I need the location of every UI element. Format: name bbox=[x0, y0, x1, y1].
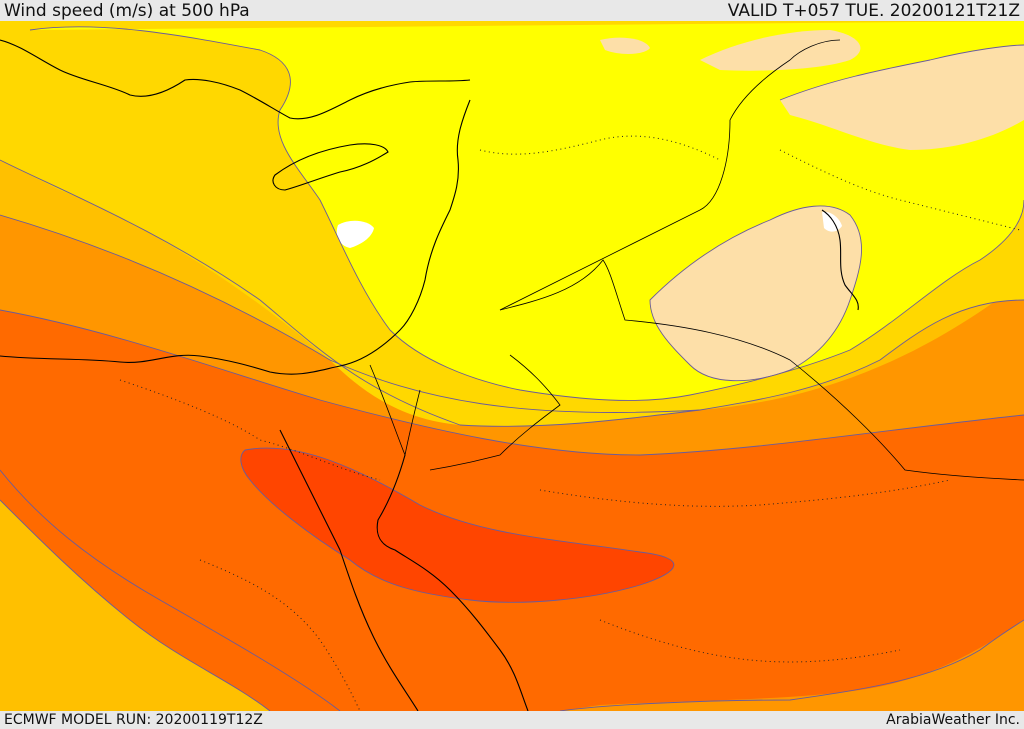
border-iraq bbox=[499, 39, 841, 311]
footer-bar: ECMWF MODEL RUN: 20200119T12Z ArabiaWeat… bbox=[0, 711, 1024, 729]
wind-speed-map bbox=[0, 21, 1024, 711]
patch-peach-ne bbox=[780, 45, 1024, 150]
coastline-med-south bbox=[0, 99, 471, 375]
dotted-line-1 bbox=[119, 379, 381, 481]
coastline-cyprus bbox=[272, 143, 389, 191]
dotted-line-2 bbox=[539, 479, 951, 507]
contour-8 bbox=[649, 205, 862, 382]
contour-7 bbox=[29, 26, 1024, 401]
map-canvas bbox=[0, 21, 1024, 711]
coastline-gulf bbox=[821, 209, 859, 311]
contour-4 bbox=[240, 447, 675, 603]
border-sinai bbox=[369, 364, 421, 457]
patch-peach-east bbox=[650, 205, 862, 381]
map-title: Wind speed (m/s) at 500 hPa bbox=[4, 1, 250, 21]
border-jordan-saudi bbox=[499, 259, 1024, 481]
contour-10 bbox=[559, 619, 1024, 711]
patch-peach-top bbox=[700, 30, 861, 71]
contour-2 bbox=[0, 214, 701, 413]
dotted-line-5 bbox=[479, 135, 721, 161]
dotted-line-3 bbox=[199, 559, 361, 711]
border-saudi-jordan-south bbox=[429, 354, 561, 471]
coastline-redsea-west bbox=[279, 429, 419, 711]
header-bar: Wind speed (m/s) at 500 hPa VALID T+057 … bbox=[0, 0, 1024, 21]
contour-1 bbox=[0, 159, 1024, 427]
dotted-line-6 bbox=[779, 149, 1021, 231]
patch-peach-small bbox=[600, 37, 650, 54]
contour-5 bbox=[0, 499, 271, 711]
patch-white-sinai-north bbox=[336, 220, 374, 248]
model-run-label: ECMWF MODEL RUN: 20200119T12Z bbox=[4, 712, 263, 728]
contour-9 bbox=[779, 44, 1024, 101]
credit-label: ArabiaWeather Inc. bbox=[886, 712, 1020, 728]
valid-time-label: VALID T+057 TUE. 20200121T21Z bbox=[727, 1, 1020, 21]
contour-3 bbox=[0, 309, 1024, 456]
coastline-redsea-east bbox=[376, 454, 529, 711]
coastline-turkey bbox=[0, 39, 471, 120]
band-orange-dark bbox=[0, 310, 1024, 711]
patch-white-gulf bbox=[822, 211, 842, 232]
contour-6 bbox=[0, 469, 341, 711]
band-red-orange bbox=[240, 448, 674, 603]
